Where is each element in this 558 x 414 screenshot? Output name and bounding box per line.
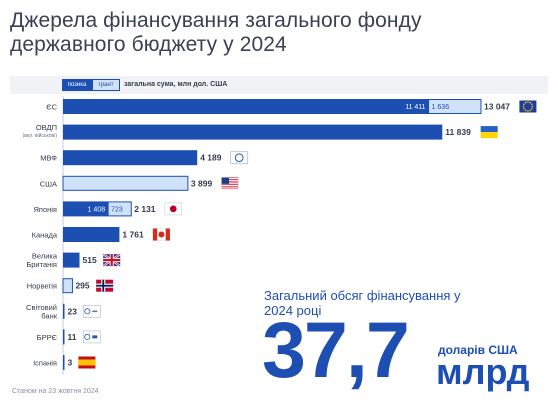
category-label: банк [41,311,57,320]
ceb-logo-icon [82,330,101,344]
ukraine-flag-icon [480,126,498,139]
world-bank-logo-icon [82,304,101,318]
category-label: МВФ [40,154,57,163]
summary-unit-bottom: млрд [436,351,530,392]
category-label: Світовий [26,303,57,312]
category-label: ОВДП [36,123,57,132]
bar-loan [63,201,109,217]
imf-logo-icon [230,151,249,165]
bar-grant [107,201,132,217]
bar-total-label: 2 131 [134,204,156,214]
summary-value: 37,7 [262,305,410,394]
category-label: ЄС [46,103,57,112]
bar-loan [63,303,65,319]
bar-loan [63,252,80,268]
bar-total-label: 11 839 [445,127,471,137]
bar-total-label: 515 [82,255,96,265]
bar-total-label: 11 [68,332,77,342]
bar-loan [63,329,65,345]
uk-flag-icon [102,253,121,267]
bar-grant [62,278,73,294]
legend-total: загальна сума, млн дол. США [124,81,228,88]
bar-total-label: 4 189 [200,153,222,163]
bar-total-label: 1 761 [122,230,144,240]
category-label: БРРЄ [37,333,58,342]
bar-grant [62,175,189,191]
category-label: Британія [26,260,57,269]
summary-unit-top: доларів США [438,343,518,357]
bar-loan [63,124,443,140]
bar-grant-label: 1 636 [432,104,450,111]
category-label: Іспанія [33,359,57,368]
category-label: США [40,179,57,188]
eu-flag-icon [519,100,537,113]
bar-total-label: 295 [75,281,89,291]
chart-title: Джерела фінансування загального фонду де… [10,9,422,56]
bar-grant-label: 723 [111,206,123,213]
norway-flag-icon [96,279,114,292]
bar-total-label: 3 [68,358,73,368]
legend: позика грант загальна сума, млн дол. США [10,76,548,94]
japan-flag-icon [164,202,183,216]
category-sublabel: (вкл. військові) [23,132,58,139]
category-label: Канада [32,231,58,240]
bar-total-label: 3 899 [191,178,213,188]
bar-loan-label: 1 408 [88,206,106,213]
spain-flag-icon [78,356,96,369]
category-label: Велика [32,252,58,261]
category-label: Норвегія [27,282,57,291]
category-label: Японія [33,205,57,214]
legend-grant: грант [92,79,120,91]
summary-title: Загальний обсяг фінансування у 2024 році [264,288,461,318]
bar-loan [63,227,120,242]
bar-loan [63,150,198,166]
canada-flag-icon [152,228,171,241]
bar-total-label: 23 [68,306,78,316]
footnote: Станом на 23 жовтня 2024 [12,388,99,395]
usa-flag-icon [221,177,239,190]
bar-loan [63,355,65,370]
legend-loan: позика [62,79,92,91]
bar-grant [428,99,482,114]
bar-total-label: 13 047 [484,102,510,112]
bar-loan [63,99,429,114]
bar-loan-label: 11 411 [405,104,425,111]
